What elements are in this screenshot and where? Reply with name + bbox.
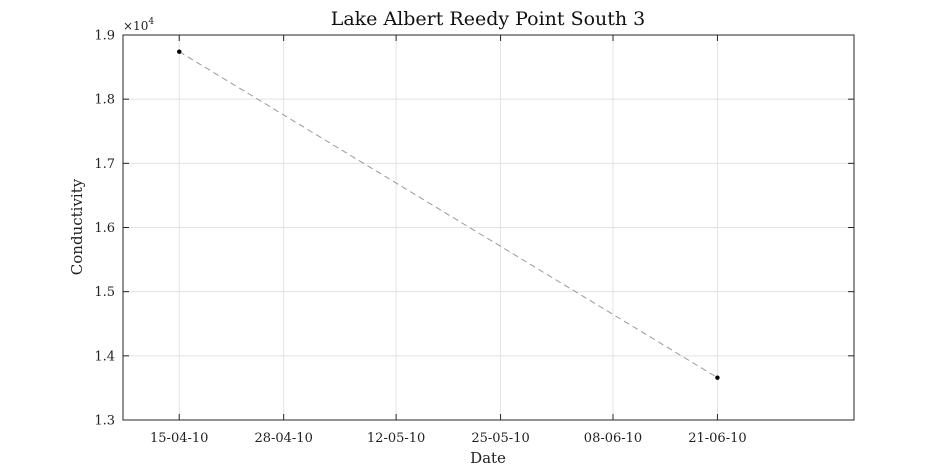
x-tick-label: 25-05-10 <box>471 431 529 446</box>
y-tick-label: 1.9 <box>94 29 115 44</box>
y-tick-label: 1.3 <box>94 414 115 429</box>
x-axis-label: Date <box>470 449 506 467</box>
x-tick-label: 21-06-10 <box>688 431 746 446</box>
x-tick-labels: 15-04-10 28-04-10 12-05-10 25-05-10 08-06-10… <box>150 431 747 446</box>
y-tick-label: 1.5 <box>94 285 115 300</box>
y-axis-multiplier: ×104 <box>123 17 154 33</box>
y-axis-multiplier-exponent: 4 <box>148 17 154 27</box>
series-line <box>178 51 718 379</box>
y-tick-label: 1.7 <box>94 157 115 172</box>
x-tick-label: 08-06-10 <box>584 431 642 446</box>
plot-frame <box>122 34 855 421</box>
x-tick-label: 12-05-10 <box>367 431 425 446</box>
data-point <box>715 375 720 380</box>
x-tick-label: 28-04-10 <box>254 431 312 446</box>
y-tick-labels: 1.3 1.4 1.5 1.6 1.7 1.8 1.9 <box>94 29 115 429</box>
y-axis-label: Conductivity <box>68 178 86 275</box>
y-tick-label: 1.6 <box>94 221 115 236</box>
series-layer <box>177 49 720 380</box>
chart-title: Lake Albert Reedy Point South 3 <box>331 8 646 30</box>
y-tick-label: 1.8 <box>94 93 115 108</box>
y-tick-label: 1.4 <box>94 349 115 364</box>
y-axis-multiplier-base: ×10 <box>123 19 148 33</box>
data-point <box>177 49 182 54</box>
x-tick-label: 15-04-10 <box>150 431 208 446</box>
